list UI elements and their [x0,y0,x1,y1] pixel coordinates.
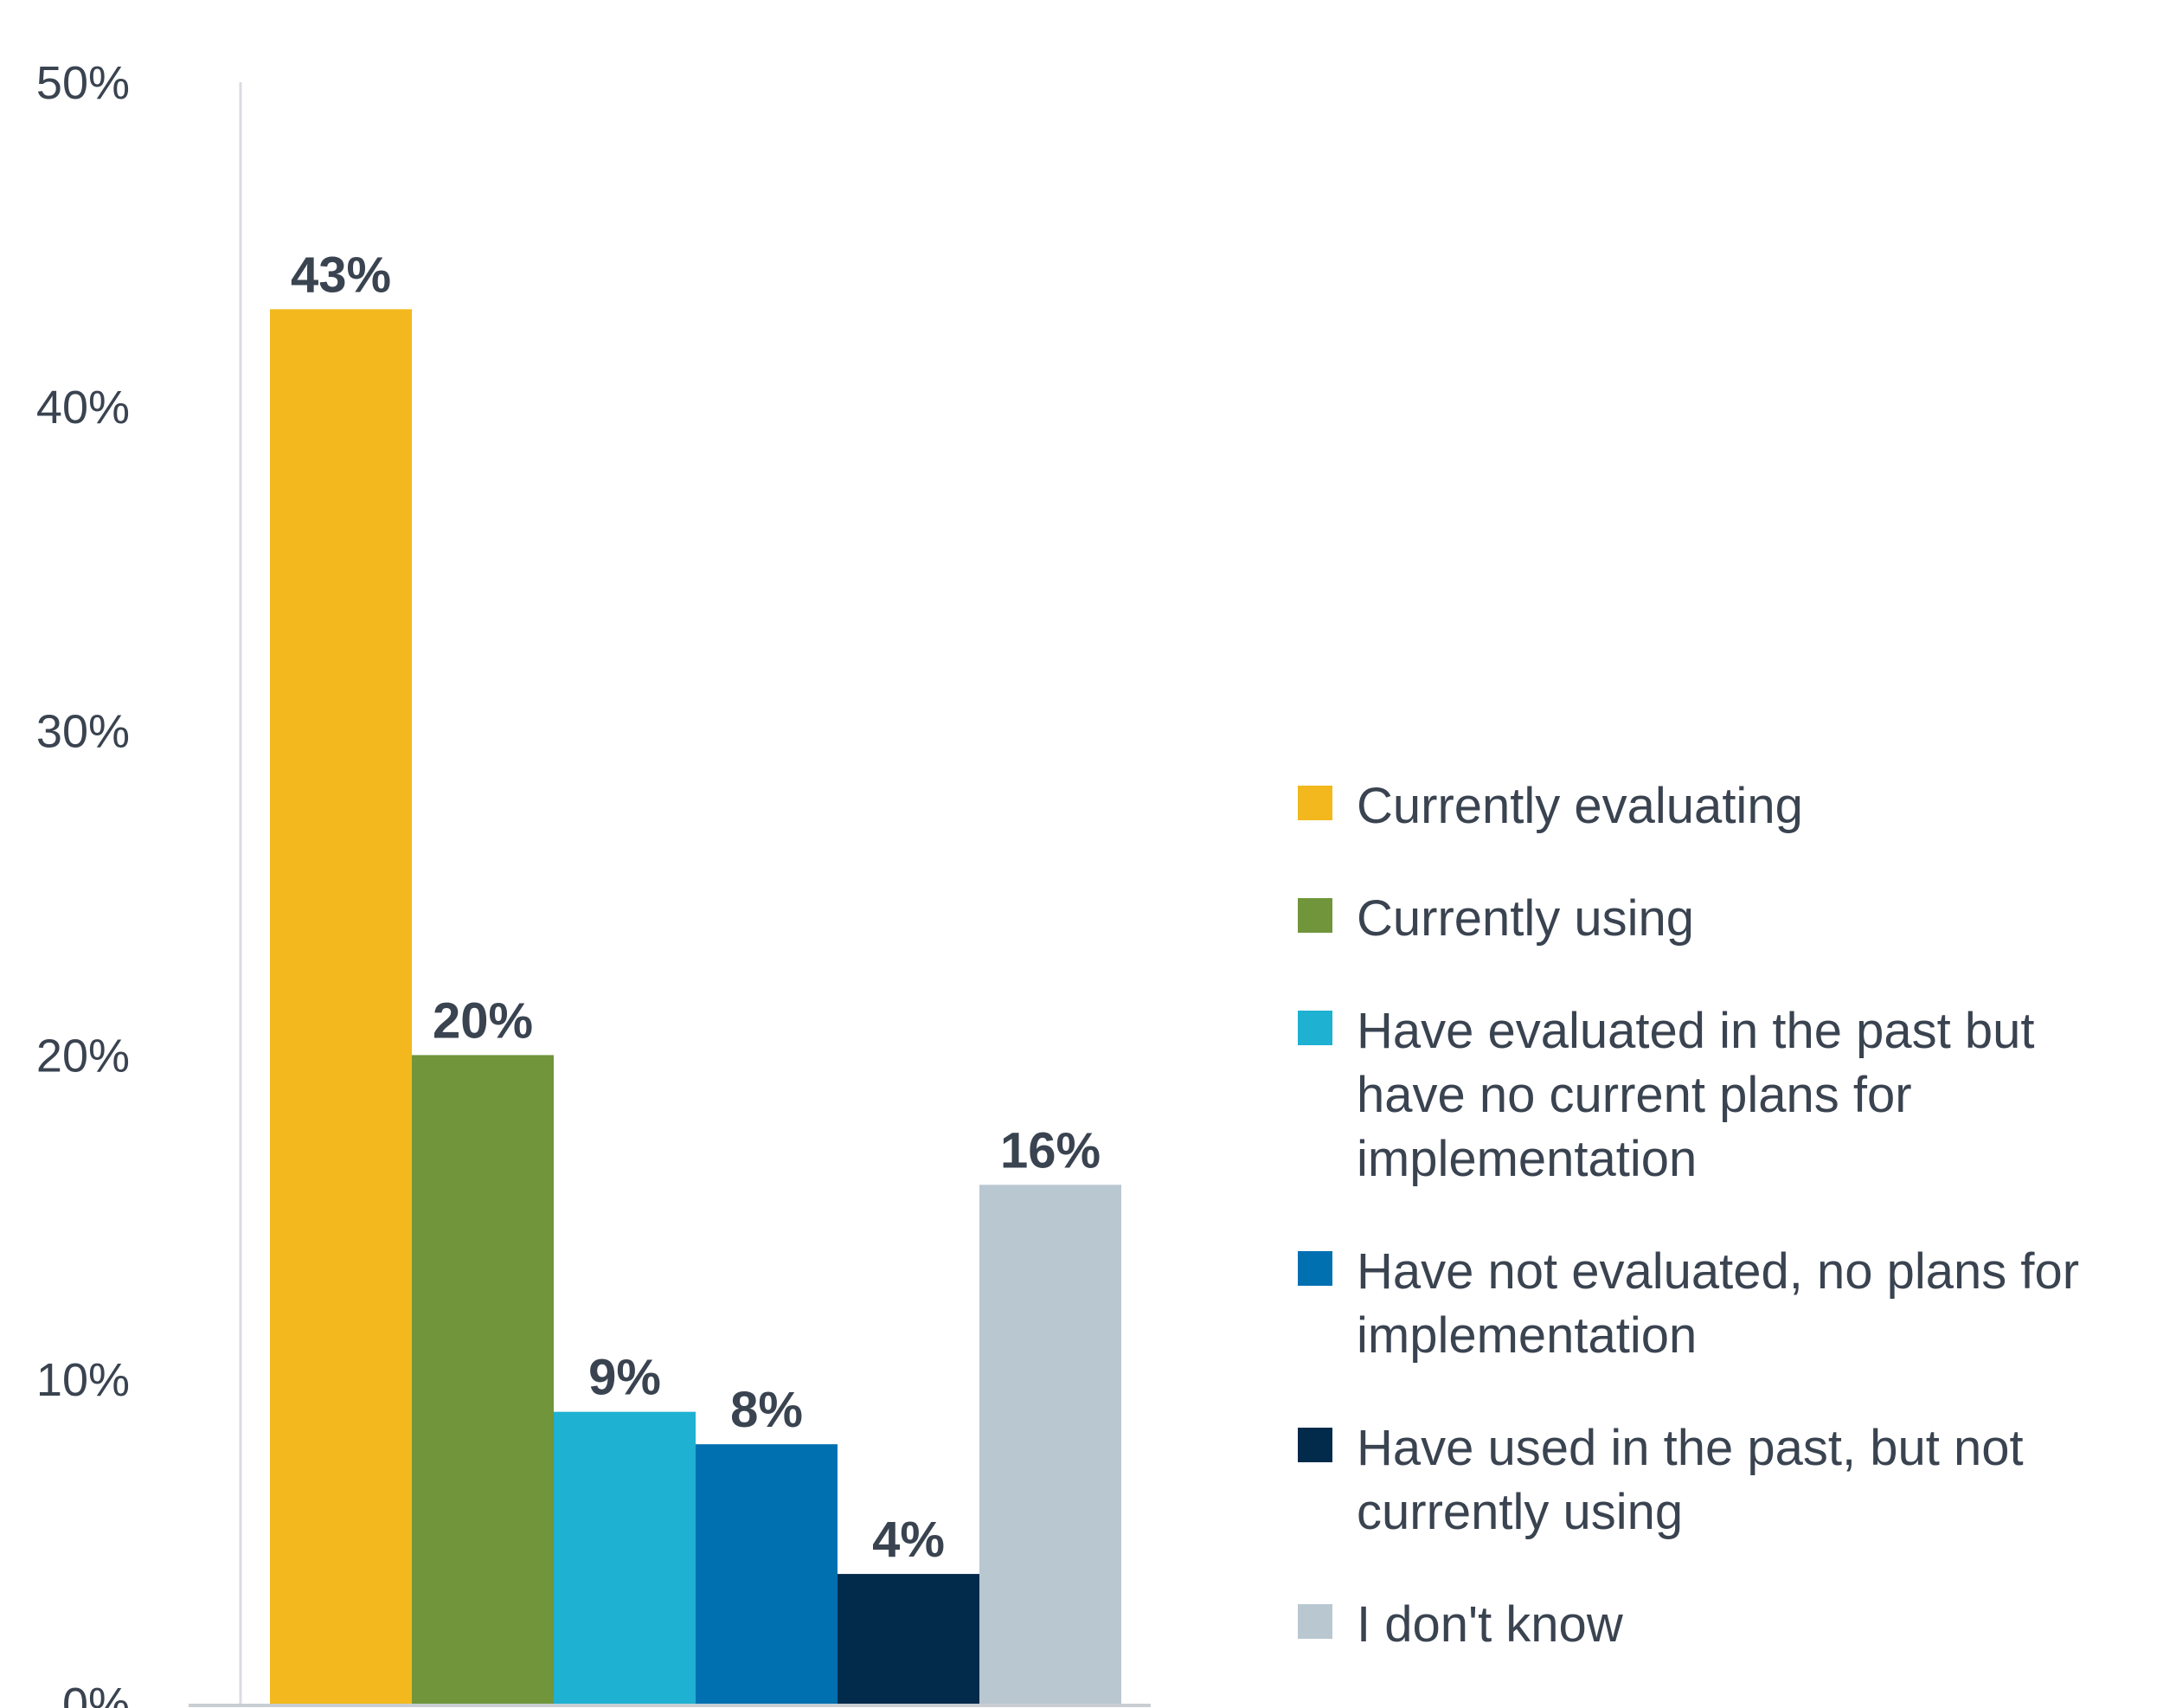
legend-label: Currently using [1357,890,1695,947]
data-labels: 43% 20% 9% 8% 4% 16% [291,247,1101,1568]
legend: Currently evaluating Currently using Have … [1298,774,2146,1657]
legend-swatch [1298,1428,1332,1462]
legend-item: Have used in the past, but not currently… [1298,1416,2146,1544]
legend-label: Have used in the past, but not currently… [1357,1420,2024,1540]
y-tick-label: 10% [36,1354,130,1406]
y-tick-label: 20% [36,1030,130,1082]
bar [412,1055,554,1704]
legend-item: Currently using [1298,887,2146,951]
legend-item: Have evaluated in the past but have no c… [1298,999,2146,1191]
bar [696,1444,838,1704]
bar [554,1411,696,1704]
y-axis: 0% 10% 20% 30% 40% 50% [36,57,130,1708]
legend-swatch [1298,786,1332,820]
y-tick-label: 0% [62,1679,130,1708]
y-tick-label: 40% [36,382,130,433]
bars [270,309,1121,1704]
legend-swatch [1298,1011,1332,1045]
bar [270,309,412,1704]
legend-swatch [1298,898,1332,933]
legend-swatch [1298,1604,1332,1639]
data-label: 9% [588,1350,661,1406]
data-label: 43% [291,247,391,303]
data-label: 20% [433,992,533,1049]
legend-swatch [1298,1251,1332,1286]
legend-label: Have not evaluated, no plans for impleme… [1357,1243,2080,1364]
bar [979,1185,1121,1704]
legend-item: Currently evaluating [1298,774,2146,838]
data-label: 8% [730,1382,803,1438]
bar [838,1574,979,1704]
legend-label: I don't know [1357,1596,1623,1653]
legend-item: I don't know [1298,1593,2146,1657]
legend-label: Have evaluated in the past but have no c… [1357,1003,2035,1187]
legend-item: Have not evaluated, no plans for impleme… [1298,1240,2146,1368]
data-label: 16% [1000,1122,1101,1178]
legend-label: Currently evaluating [1357,778,1803,834]
data-label: 4% [872,1512,945,1568]
y-tick-label: 30% [36,706,130,758]
y-tick-label: 50% [36,57,130,109]
